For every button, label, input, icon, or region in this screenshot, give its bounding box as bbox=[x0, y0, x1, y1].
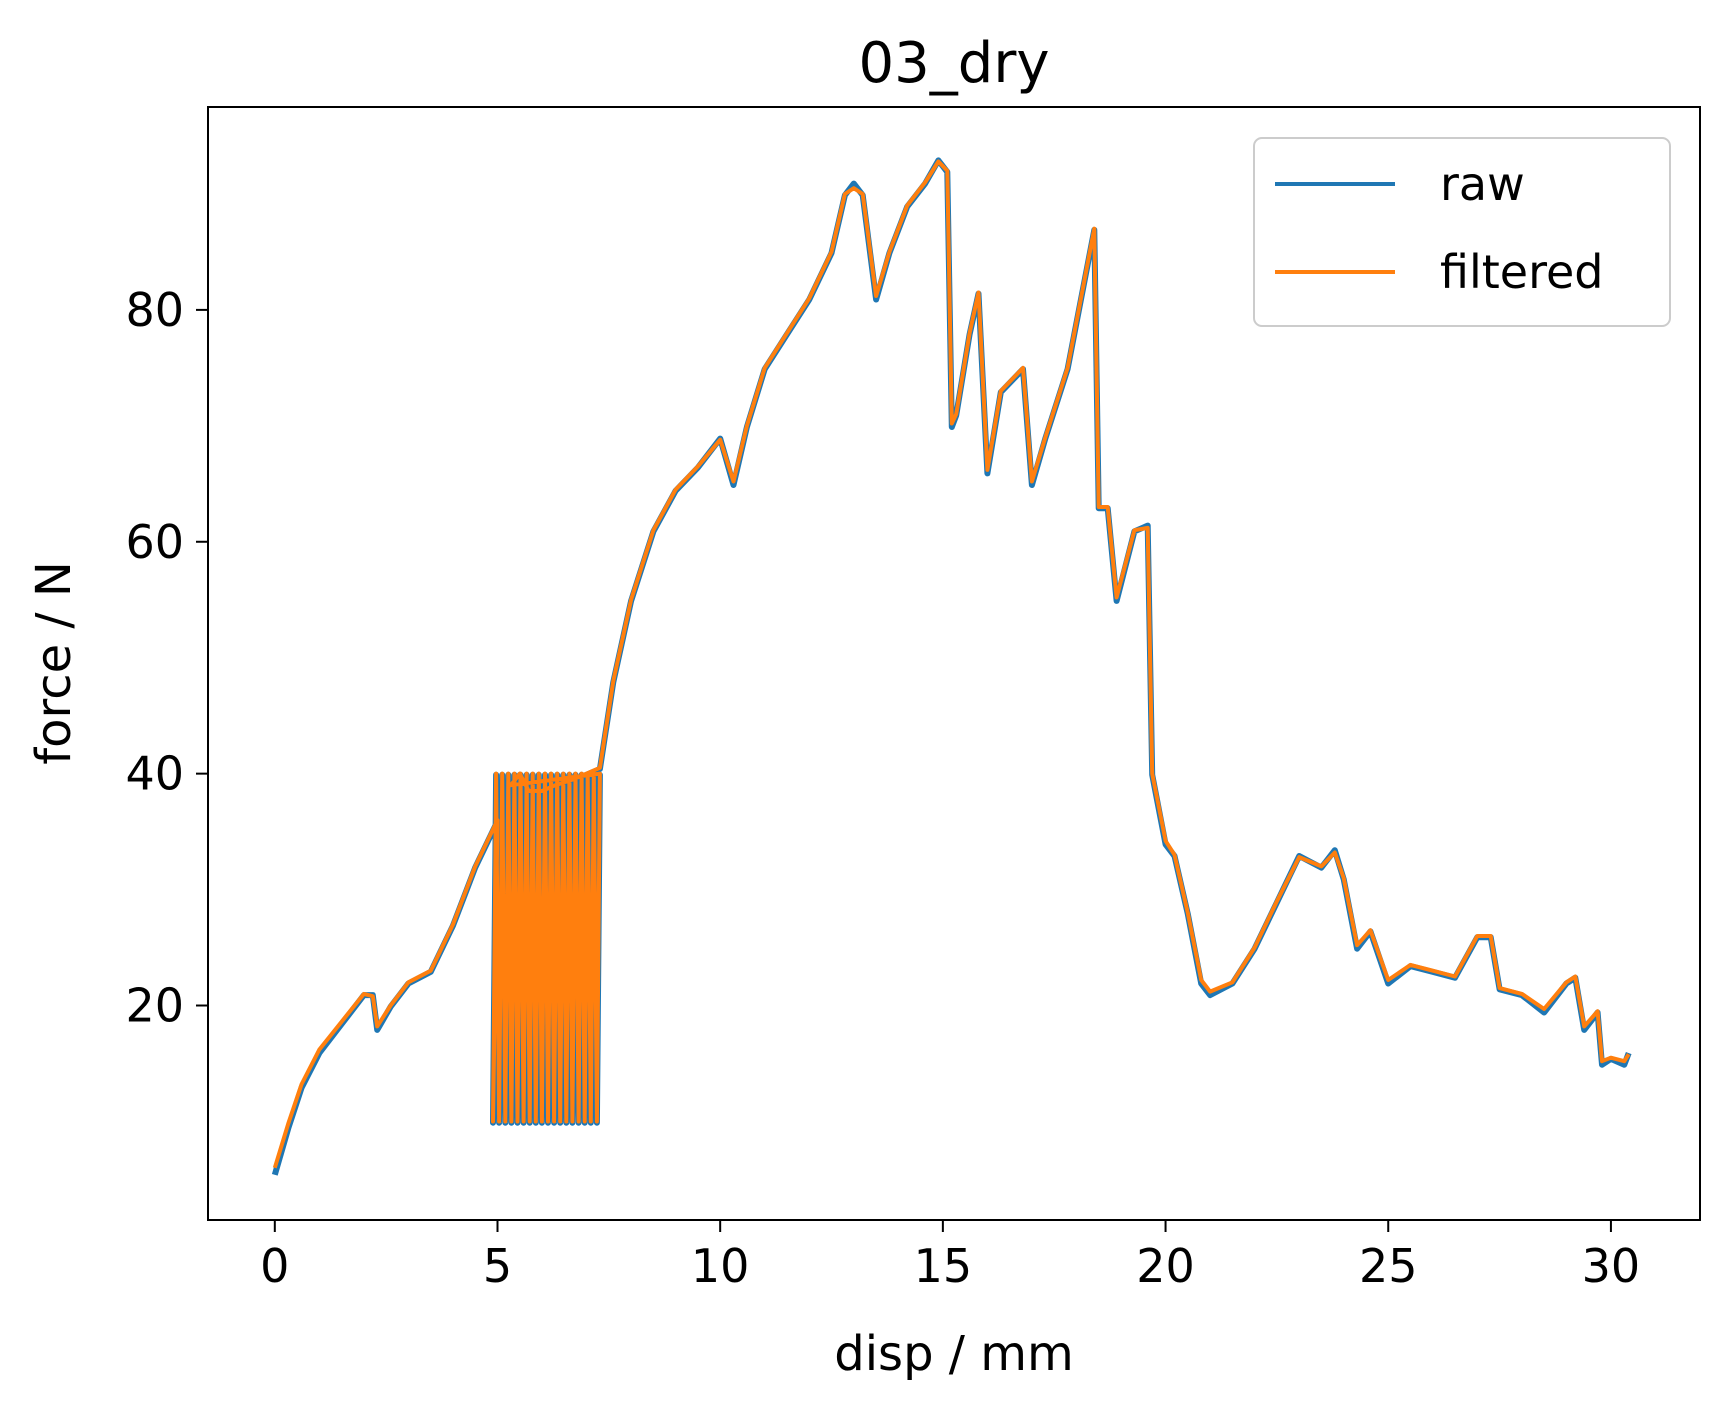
x-ticks: 0 5 10 15 20 25 30 bbox=[260, 1220, 1640, 1293]
axes-frame bbox=[207, 106, 1701, 1221]
y-tick-label: 60 bbox=[125, 515, 184, 569]
y-tick-label: 40 bbox=[125, 747, 184, 801]
x-axis-label: disp / mm bbox=[834, 1326, 1073, 1382]
series-line-filtered bbox=[272, 159, 1631, 1169]
x-tick-label: 30 bbox=[1582, 1239, 1641, 1293]
legend-label-raw: raw bbox=[1440, 157, 1525, 211]
y-tick-label: 80 bbox=[125, 283, 184, 337]
x-tick-label: 20 bbox=[1136, 1239, 1195, 1293]
y-ticks: 20 40 60 80 bbox=[125, 283, 208, 1033]
y-tick-label: 20 bbox=[125, 979, 184, 1033]
legend: raw filtered bbox=[1253, 137, 1671, 327]
series-layer bbox=[271, 157, 1632, 1176]
x-tick-label: 10 bbox=[691, 1239, 750, 1293]
x-tick-label: 5 bbox=[483, 1239, 512, 1293]
x-tick-label: 0 bbox=[260, 1239, 289, 1293]
x-tick-label: 15 bbox=[914, 1239, 973, 1293]
chart-title: 03_dry bbox=[859, 31, 1050, 96]
x-tick-label: 25 bbox=[1359, 1239, 1418, 1293]
y-axis-label: force / N bbox=[26, 561, 82, 764]
legend-label-filtered: filtered bbox=[1440, 245, 1604, 299]
